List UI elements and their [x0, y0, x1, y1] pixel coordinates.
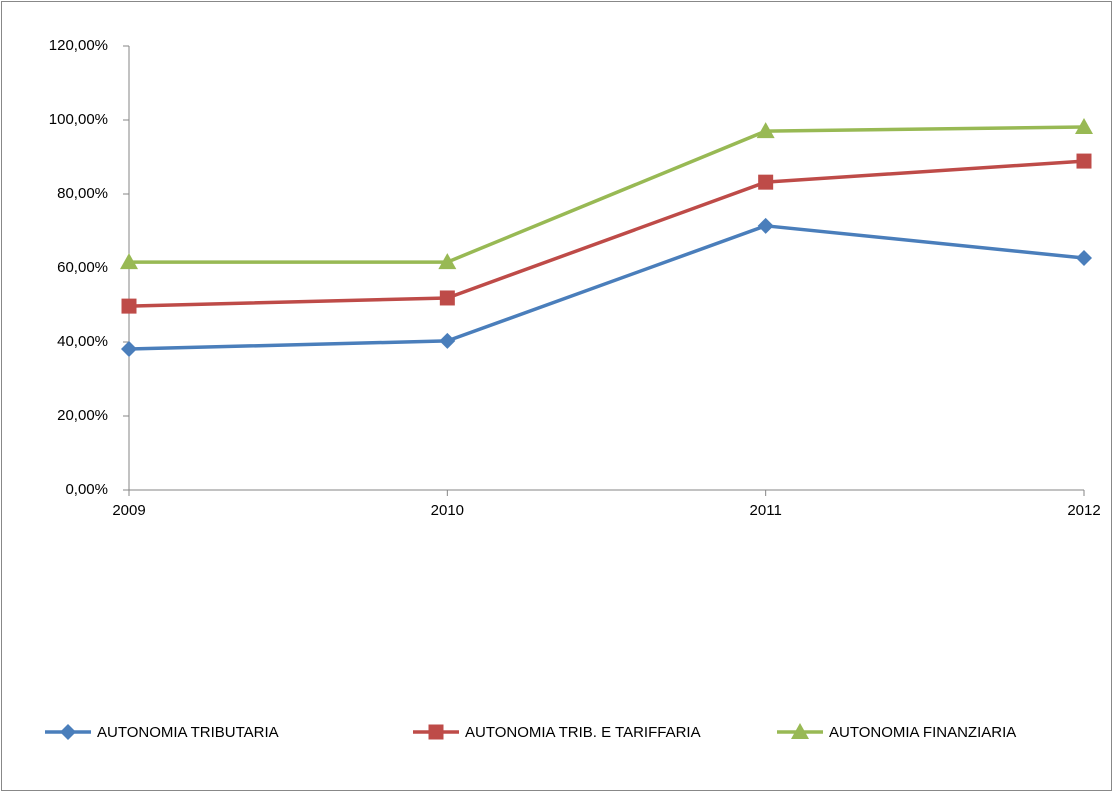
marker: [1076, 153, 1092, 169]
x-tick-label: 2011: [750, 502, 782, 519]
legend-label: AUTONOMIA FINANZIARIA: [829, 724, 1016, 741]
legend-item: AUTONOMIA TRIBUTARIA: [45, 724, 279, 741]
marker: [121, 341, 137, 358]
legend-marker: [791, 723, 809, 739]
marker: [1075, 118, 1093, 135]
x-tick-label: 2010: [431, 502, 464, 519]
marker: [438, 253, 457, 270]
marker: [120, 253, 138, 270]
x-tick-label: 2012: [1067, 502, 1100, 519]
legend-marker: [60, 724, 76, 740]
series-line: [128, 159, 1085, 308]
y-tick-label: 100,00%: [49, 111, 108, 128]
marker: [1076, 250, 1092, 267]
marker: [758, 174, 774, 190]
y-tick-label: 60,00%: [57, 259, 108, 276]
marker: [757, 217, 774, 234]
legend-item: AUTONOMIA TRIB. E TARIFFARIA: [413, 724, 701, 741]
legend-marker: [428, 724, 444, 740]
legend-label: AUTONOMIA TRIBUTARIA: [97, 724, 279, 741]
marker: [439, 290, 455, 306]
series-line: [129, 125, 1085, 264]
x-tick-label: 2009: [112, 502, 145, 519]
marker: [121, 298, 137, 314]
legend-item: AUTONOMIA FINANZIARIA: [777, 723, 1016, 741]
series-line: [128, 224, 1085, 351]
y-tick-label: 20,00%: [57, 407, 108, 424]
marker: [756, 122, 775, 139]
y-tick-label: 120,00%: [49, 37, 108, 54]
y-tick-label: 40,00%: [57, 333, 108, 350]
marker: [439, 332, 456, 349]
y-tick-label: 80,00%: [57, 185, 108, 202]
y-tick-label: 0,00%: [65, 481, 108, 498]
legend-label: AUTONOMIA TRIB. E TARIFFARIA: [465, 724, 701, 741]
